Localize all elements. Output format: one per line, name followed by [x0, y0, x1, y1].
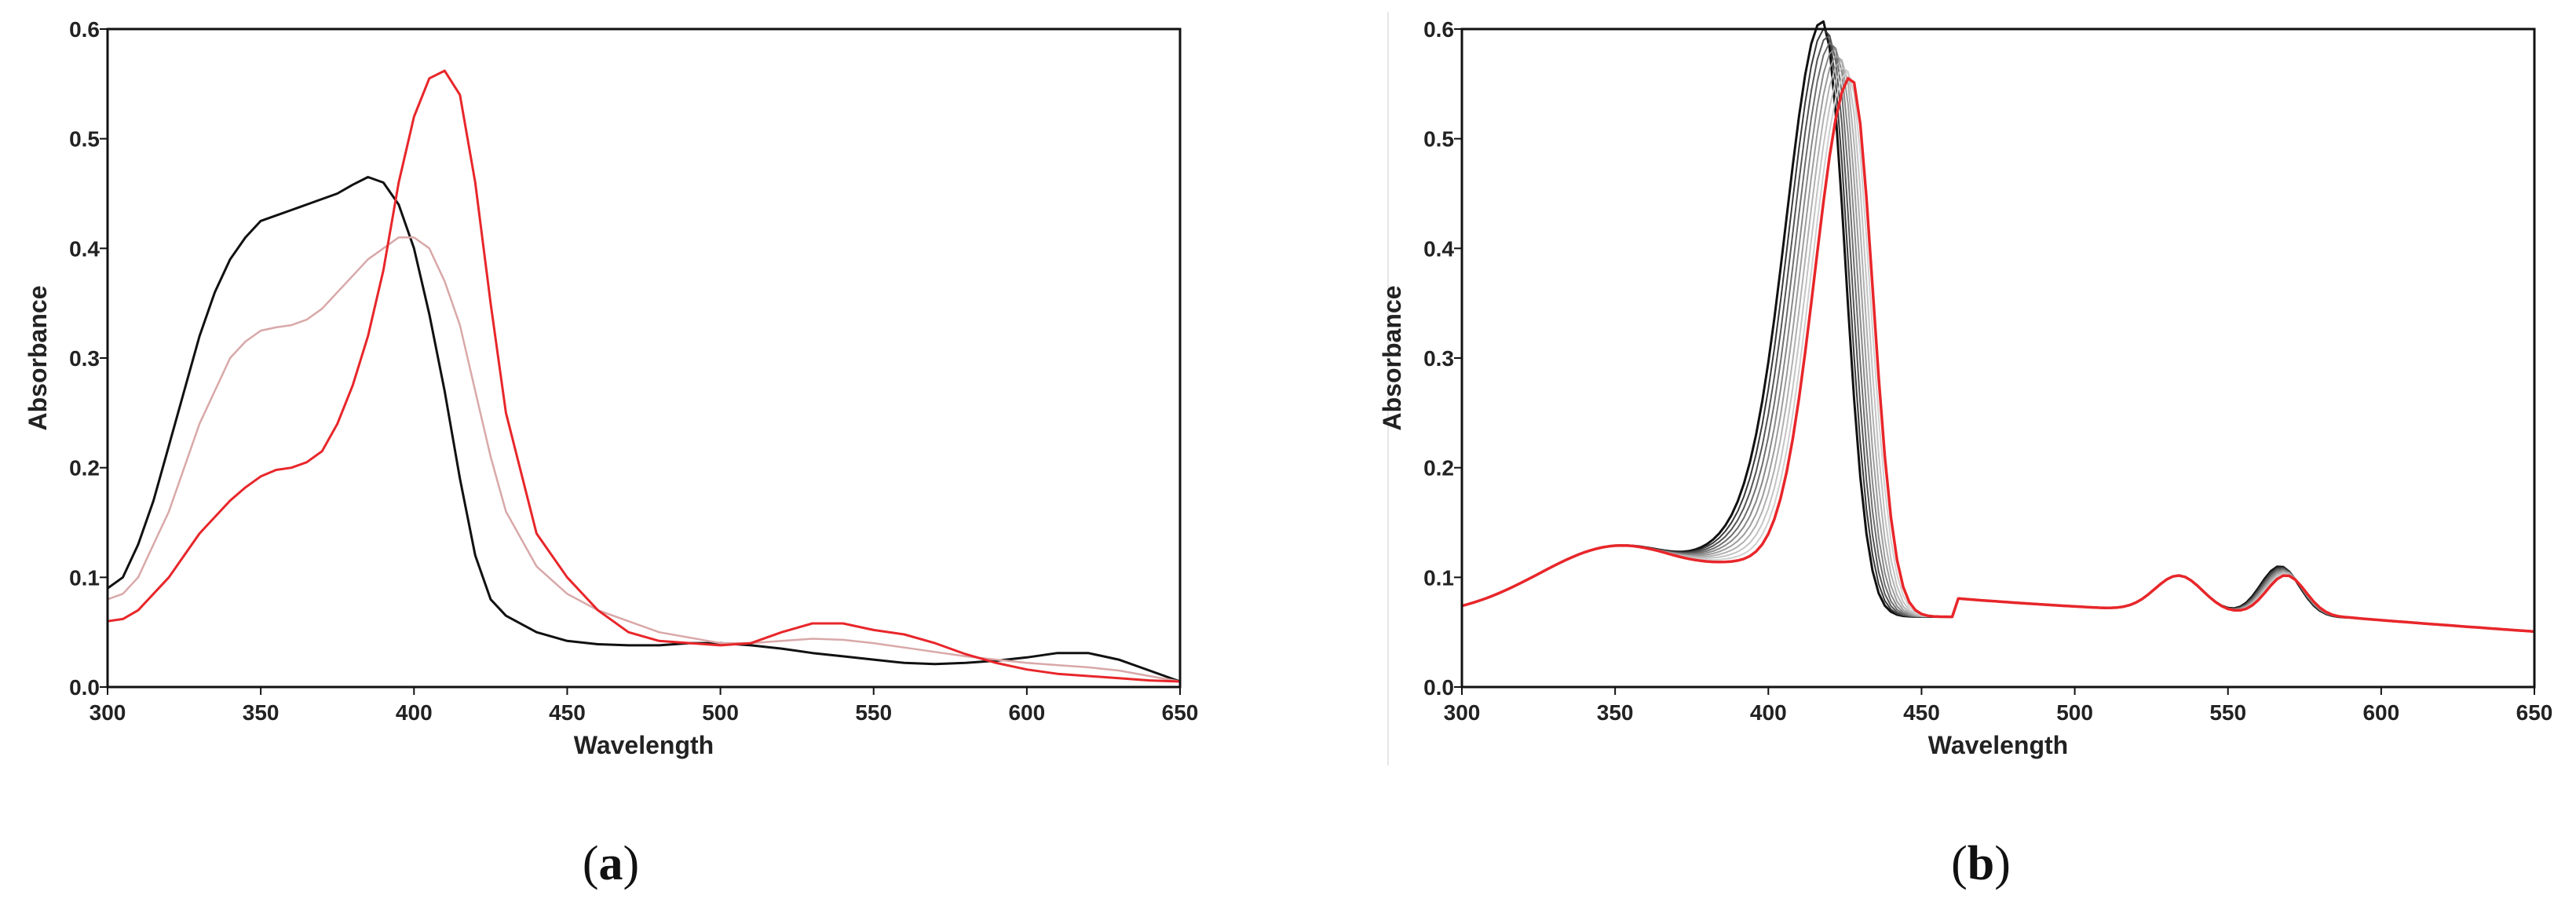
- x-tick-label: 350: [243, 700, 280, 725]
- series-line-1: [1461, 20, 2535, 633]
- plot-frame: [106, 27, 1182, 689]
- x-tick-label: 600: [2362, 700, 2399, 725]
- x-tick-label: 350: [1597, 700, 1634, 725]
- series-line-3: [107, 69, 1181, 683]
- y-tick-label: 0.0: [1423, 675, 1454, 700]
- y-tick-label: 0.3: [1423, 346, 1454, 371]
- series-line-1: [107, 176, 1181, 683]
- x-tick-label: 450: [1903, 700, 1940, 725]
- series-line-3: [1461, 35, 2535, 633]
- y-tick-label: 0.3: [69, 346, 100, 371]
- y-axis-label: Absorbance: [24, 286, 52, 431]
- panel-label-a: (a): [583, 837, 639, 890]
- series-line-10: [1461, 77, 2535, 634]
- series-line-4: [1461, 42, 2535, 633]
- series-line-2: [107, 236, 1181, 683]
- y-tick-label: 0.0: [69, 675, 100, 700]
- x-tick-label: 500: [2056, 700, 2093, 725]
- plot-frame: [1460, 27, 2536, 689]
- series-line-9: [1461, 71, 2535, 633]
- series-line-5: [1461, 47, 2535, 633]
- x-tick-label: 300: [1444, 700, 1481, 725]
- x-axis-label: Wavelength: [574, 731, 714, 759]
- y-tick-label: 0.1: [69, 565, 100, 590]
- x-tick-label: 400: [396, 700, 433, 725]
- series-line-2: [1461, 27, 2535, 633]
- y-tick-label: 0.5: [1423, 127, 1454, 152]
- x-tick-label: 550: [2209, 700, 2246, 725]
- x-tick-label: 600: [1008, 700, 1045, 725]
- y-tick-label: 0.2: [1423, 456, 1454, 481]
- y-tick-label: 0.6: [69, 17, 100, 42]
- x-tick-label: 400: [1750, 700, 1787, 725]
- x-tick-label: 650: [1162, 700, 1199, 725]
- x-tick-label: 450: [549, 700, 586, 725]
- x-tick-label: 550: [855, 700, 892, 725]
- x-axis-label: Wavelength: [1928, 731, 2068, 759]
- series-line-8: [1461, 66, 2535, 633]
- y-tick-label: 0.6: [1423, 17, 1454, 42]
- y-tick-label: 0.4: [1423, 236, 1454, 261]
- y-tick-label: 0.1: [1423, 565, 1454, 590]
- panel-label-b: (b): [1951, 837, 2011, 890]
- x-tick-label: 650: [2516, 700, 2553, 725]
- y-tick-label: 0.5: [69, 127, 100, 152]
- y-axis-label: Absorbance: [1378, 286, 1406, 431]
- x-tick-label: 500: [702, 700, 739, 725]
- x-tick-label: 300: [90, 700, 126, 725]
- y-tick-label: 0.2: [69, 456, 100, 481]
- chart-b: 300 350 400 450 500 550 600 650 0.0 0.1 0.2 0.3 0.4 0…: [1378, 17, 2552, 759]
- y-tick-label: 0.4: [69, 236, 100, 261]
- chart-a: 300 350 400 450 500 550 600 650 0.0 0.1 0.2 0.3 0.4 0…: [24, 17, 1198, 759]
